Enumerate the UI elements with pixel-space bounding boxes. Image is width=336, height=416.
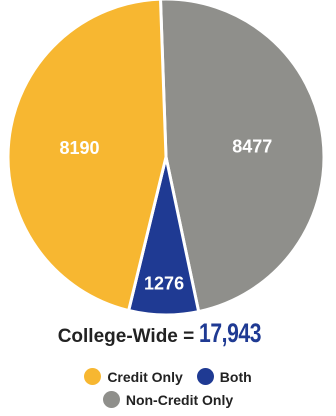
slice-label-both: 1276	[144, 273, 184, 293]
legend-swatch-credit-only	[84, 368, 102, 385]
slice-non-credit-only	[159, 0, 326, 314]
pie-chart: 8477 1276 8190	[6, 0, 326, 317]
legend-label-credit-only: Credit Only	[107, 368, 183, 385]
legend-label-non-credit-only: Non-Credit Only	[125, 391, 234, 408]
slice-label-non-credit-only: 8477	[232, 136, 272, 156]
total-label: College-Wide =	[57, 326, 195, 347]
legend-swatch-non-credit-only	[102, 391, 120, 408]
legend-row-2: Non-Credit Only	[0, 391, 336, 408]
legend-row-1: Credit Only Both	[0, 368, 336, 385]
legend-label-both: Both	[219, 368, 252, 385]
legend-item-both: Both	[196, 368, 252, 385]
total-value: 17,943	[198, 318, 261, 348]
slice-label-credit-only: 8190	[60, 138, 100, 158]
legend-item-non-credit-only: Non-Credit Only	[102, 391, 234, 408]
legend-item-credit-only: Credit Only	[84, 368, 183, 385]
legend-swatch-both	[196, 368, 214, 385]
college-wide-total: College-Wide = 17,943	[0, 318, 336, 349]
slice-credit-only	[6, 0, 168, 313]
